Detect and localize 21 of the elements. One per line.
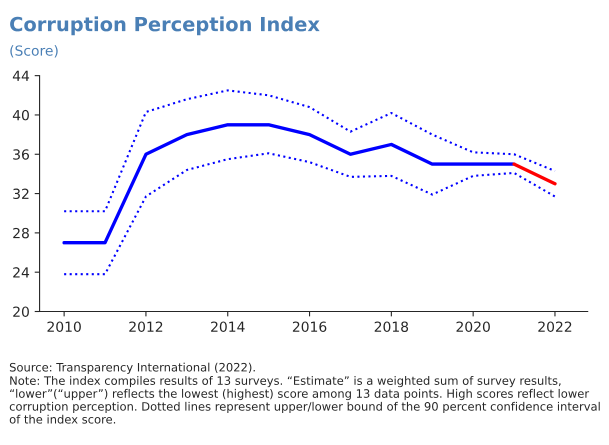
y-tick-label: 40 — [12, 110, 29, 120]
y-tick-label: 36 — [13, 149, 29, 160]
x-tick-label: 2016 — [292, 321, 326, 332]
y-tick-label: 20 — [13, 306, 29, 317]
y-tick-label: 28 — [13, 228, 29, 238]
line-series — [62, 123, 516, 244]
x-tick-label: 2022 — [538, 321, 572, 332]
y-tick-label: 24 — [13, 267, 30, 278]
x-tick-label: 2012 — [129, 321, 162, 332]
x-tick-label: 2020 — [456, 321, 490, 332]
chart-title: Corruption Perception Index — [10, 16, 320, 36]
source-note: Source: Transparency International (2022). — [10, 362, 255, 374]
y-tick-label: 32 — [13, 188, 28, 200]
line-series — [63, 89, 556, 212]
line-series — [63, 152, 556, 276]
y-tick-label: 44 — [12, 70, 30, 81]
chart-subtitle: (Score) — [10, 45, 58, 58]
text: Note: The index compiles results of 13 surveys. “Estimate” is a weighted sum of survey results, “lower”(“upper”) reflects the lowest (highest) score among 13 data points. High scores reflect lower corruption perception. Dotted lines represent upper/lower bound of the 90 percent confidence interval of the index score. — [10, 376, 600, 424]
x-tick-label: 2018 — [374, 321, 408, 332]
x-tick-label: 2014 — [211, 321, 245, 332]
x-tick-label: 2010 — [47, 321, 81, 332]
